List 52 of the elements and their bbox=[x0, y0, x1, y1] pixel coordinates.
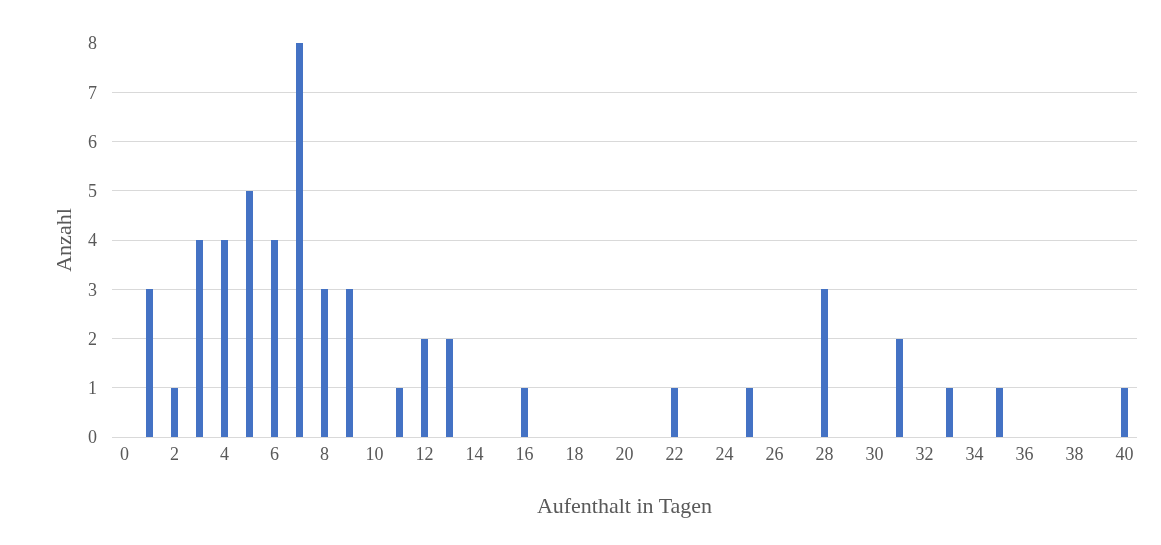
x-tick-label: 22 bbox=[665, 443, 684, 464]
x-tick-label: 34 bbox=[965, 443, 984, 464]
bar bbox=[270, 240, 279, 437]
y-tick-label: 8 bbox=[88, 33, 97, 54]
bar bbox=[195, 240, 204, 437]
y-tick-label: 5 bbox=[88, 181, 97, 202]
bar bbox=[1120, 387, 1129, 437]
x-tick-label: 18 bbox=[565, 443, 584, 464]
y-tick-label: 2 bbox=[88, 328, 97, 349]
x-tick-label: 6 bbox=[270, 443, 279, 464]
bar bbox=[670, 387, 679, 437]
x-tick-label: 16 bbox=[515, 443, 534, 464]
bar bbox=[145, 289, 154, 437]
x-tick-label: 28 bbox=[815, 443, 834, 464]
bar bbox=[320, 289, 329, 437]
y-tick-label: 0 bbox=[88, 427, 97, 448]
y-tick-label: 4 bbox=[88, 230, 97, 251]
y-tick-label: 1 bbox=[88, 378, 97, 399]
x-tick-label: 32 bbox=[915, 443, 934, 464]
y-axis-title: Anzahl bbox=[50, 208, 76, 272]
bar bbox=[520, 387, 529, 437]
x-tick-label: 14 bbox=[465, 443, 484, 464]
bar bbox=[295, 43, 304, 437]
bar bbox=[245, 190, 254, 437]
bar bbox=[345, 289, 354, 437]
bar bbox=[220, 240, 229, 437]
bar bbox=[420, 338, 429, 437]
x-tick-label: 8 bbox=[320, 443, 329, 464]
y-tick-label: 7 bbox=[88, 82, 97, 103]
bar bbox=[820, 289, 829, 437]
bar bbox=[995, 387, 1004, 437]
x-tick-label: 38 bbox=[1065, 443, 1084, 464]
y-tick-label: 6 bbox=[88, 131, 97, 152]
x-tick-label: 12 bbox=[415, 443, 434, 464]
y-tick-label: 3 bbox=[88, 279, 97, 300]
bar bbox=[395, 387, 404, 437]
x-tick-label: 24 bbox=[715, 443, 734, 464]
x-tick-label: 26 bbox=[765, 443, 784, 464]
x-tick-label: 2 bbox=[170, 443, 179, 464]
x-tick-label: 40 bbox=[1115, 443, 1134, 464]
x-tick-label: 30 bbox=[865, 443, 884, 464]
bar bbox=[745, 387, 754, 437]
x-axis-title: Aufenthalt in Tagen bbox=[536, 493, 713, 518]
x-tick-label: 10 bbox=[365, 443, 384, 464]
bar bbox=[945, 387, 954, 437]
x-tick-label: 36 bbox=[1015, 443, 1034, 464]
x-tick-label: 0 bbox=[120, 443, 129, 464]
bar bbox=[895, 338, 904, 437]
bar bbox=[445, 338, 454, 437]
x-tick-label: 4 bbox=[220, 443, 229, 464]
bar bbox=[170, 387, 179, 437]
x-tick-label: 20 bbox=[615, 443, 634, 464]
